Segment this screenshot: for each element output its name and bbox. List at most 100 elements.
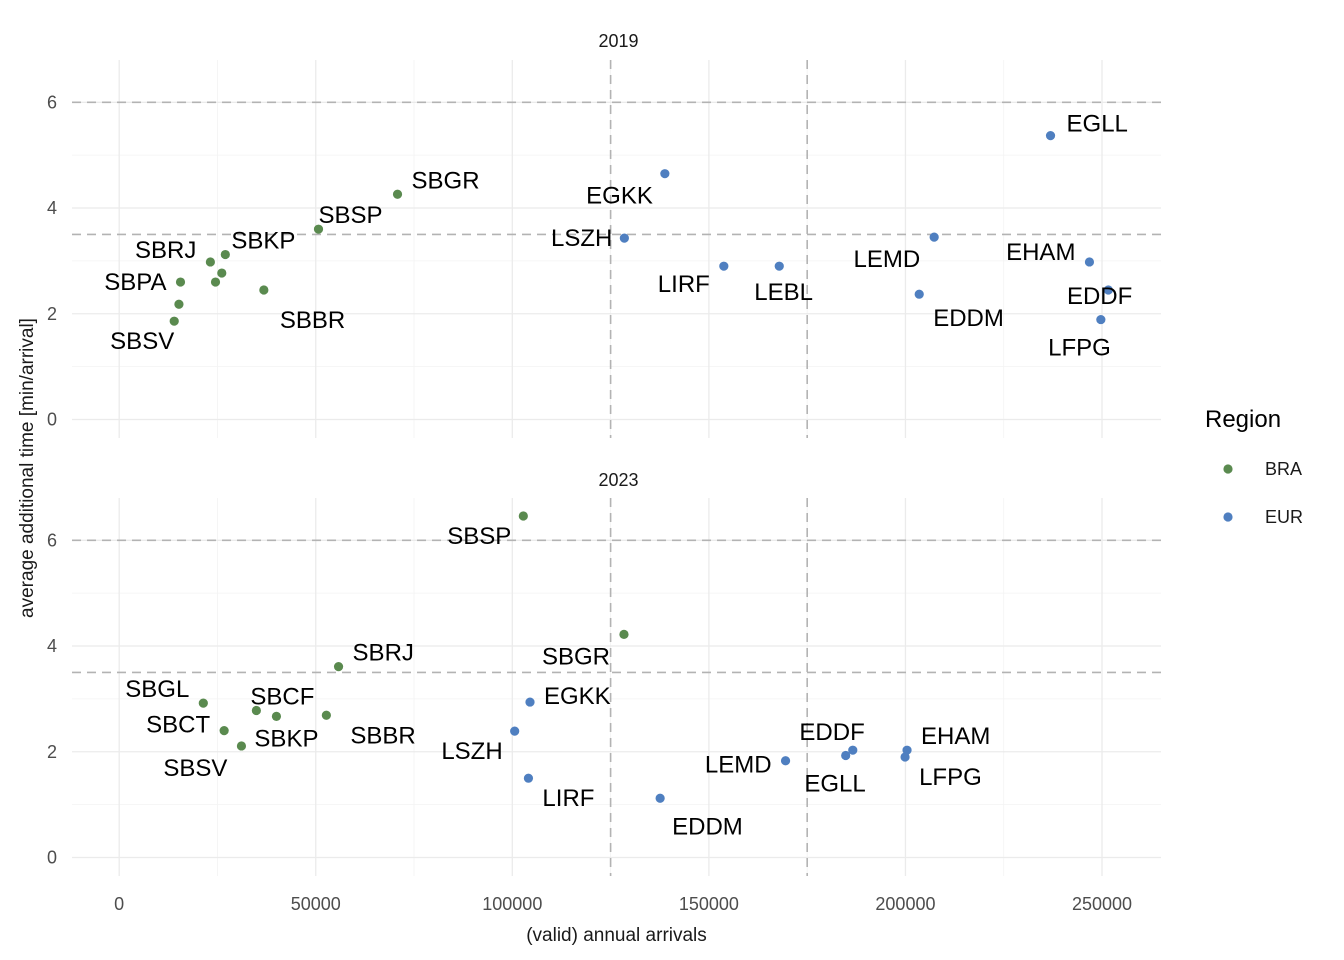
- facet-2023: 2023 0 2 4 6 SBGL SBCT SBSV SBCF SBKP SBBR SBRJ SBSP…: [47, 470, 1161, 876]
- data-point-BRA: [271, 711, 282, 721]
- point-label: LFPG: [1048, 335, 1111, 362]
- legend-key-EUR: [1223, 512, 1233, 522]
- y-tick-label: 0: [47, 409, 57, 429]
- point-label: LEMD: [853, 246, 920, 273]
- facet-title: 2019: [598, 31, 638, 51]
- x-tick-label: 200000: [875, 894, 935, 914]
- data-point-BRA: [175, 277, 186, 287]
- data-point-BRA: [217, 268, 227, 278]
- point-label: SBBR: [350, 722, 415, 749]
- x-axis-title: (valid) annual arrivals: [526, 925, 707, 946]
- point-label: LEBL: [754, 279, 813, 306]
- point-label: SBPA: [104, 269, 166, 296]
- point-label: EGKK: [586, 183, 653, 210]
- point-label: SBSV: [163, 755, 227, 782]
- data-point-EUR: [1103, 285, 1113, 295]
- y-tick-label: 2: [47, 304, 57, 324]
- facet-2019: 2019 0 2 4 6 SBSV SBPA SBRJ SBKP SBBR SBSP SBGR LSZH…: [47, 31, 1161, 438]
- data-point-BRA: [219, 726, 229, 736]
- y-tick-label: 4: [47, 198, 57, 218]
- data-point-BRA: [313, 224, 324, 234]
- x-tick-label: 250000: [1072, 894, 1132, 914]
- y-tick-label: 2: [47, 742, 57, 762]
- point-label: SBGR: [542, 643, 610, 670]
- data-point-BRA: [198, 698, 208, 708]
- point-label: SBSP: [447, 523, 511, 550]
- point-label: SBCT: [146, 712, 210, 739]
- data-point-BRA: [174, 299, 184, 309]
- data-point-BRA: [251, 705, 261, 716]
- data-point-BRA: [169, 316, 179, 326]
- point-label: EDDF: [799, 719, 864, 746]
- data-point-EUR: [510, 726, 520, 736]
- point-label: LEMD: [705, 752, 772, 779]
- x-axis: 0 50000 100000 150000 200000 250000: [114, 894, 1132, 914]
- point-label: SBGL: [125, 676, 189, 703]
- point-label: SBRJ: [353, 640, 414, 667]
- point-label: EHAM: [921, 723, 990, 750]
- x-tick-label: 50000: [291, 894, 341, 914]
- data-point-BRA: [210, 277, 221, 287]
- data-point-EUR: [848, 745, 858, 755]
- point-label: EDDM: [672, 813, 743, 840]
- legend-title: Region: [1205, 406, 1281, 433]
- data-point-BRA: [205, 257, 215, 267]
- data-point-EUR: [914, 289, 924, 299]
- y-axis-title: average additional time [min/arrival]: [17, 318, 38, 618]
- point-label: LFPG: [919, 764, 982, 791]
- data-point-BRA: [220, 249, 230, 260]
- y-tick-label: 4: [47, 636, 57, 656]
- y-tick-label: 0: [47, 847, 57, 867]
- legend-key-BRA: [1223, 464, 1233, 474]
- point-label: SBBR: [280, 307, 345, 334]
- data-point-EUR: [660, 169, 670, 179]
- point-label: SBGR: [412, 167, 480, 194]
- point-label: LIRF: [658, 271, 710, 298]
- data-point-EUR: [774, 261, 784, 271]
- point-label: EGLL: [1067, 111, 1128, 138]
- point-label: EDDF: [1067, 283, 1132, 310]
- y-tick-label: 6: [47, 530, 57, 550]
- data-point-EUR: [1096, 314, 1106, 325]
- data-point-EUR: [929, 232, 939, 242]
- point-label: SBCF: [250, 684, 314, 711]
- point-label: EDDM: [933, 305, 1004, 332]
- point-label: LSZH: [551, 225, 612, 252]
- data-point-BRA: [333, 662, 344, 672]
- data-point-EUR: [841, 750, 851, 761]
- point-label: EGKK: [544, 683, 611, 710]
- legend: Region BRA EUR: [1205, 406, 1303, 527]
- data-point-BRA: [392, 189, 403, 199]
- data-point-BRA: [321, 710, 331, 720]
- point-label: SBKP: [231, 228, 295, 255]
- point-label: SBSV: [110, 328, 174, 355]
- x-tick-label: 0: [114, 894, 124, 914]
- data-point-BRA: [236, 741, 247, 751]
- point-label: SBKP: [254, 725, 318, 752]
- point-label: SBSP: [318, 202, 382, 229]
- x-tick-label: 100000: [482, 894, 542, 914]
- data-point-BRA: [259, 285, 269, 295]
- data-point-EUR: [523, 773, 534, 783]
- point-label: LSZH: [441, 738, 502, 765]
- data-point-EUR: [780, 756, 791, 766]
- data-point-EUR: [619, 233, 629, 243]
- data-point-BRA: [518, 511, 528, 521]
- facet-title: 2023: [598, 470, 638, 490]
- point-label: EGLL: [804, 770, 865, 797]
- y-tick-label: 6: [47, 92, 57, 112]
- data-point-EUR: [902, 745, 912, 755]
- data-point-BRA: [619, 629, 629, 639]
- data-point-EUR: [1084, 257, 1095, 267]
- data-point-EUR: [525, 697, 535, 707]
- data-point-EUR: [655, 793, 665, 803]
- legend-label: EUR: [1265, 507, 1303, 527]
- data-point-EUR: [719, 261, 729, 271]
- facet-panels: 2019 0 2 4 6 SBSV SBPA SBRJ SBKP SBBR SBSP SBGR LSZH…: [47, 31, 1161, 876]
- x-tick-label: 150000: [679, 894, 739, 914]
- point-label: SBRJ: [135, 237, 196, 264]
- legend-label: BRA: [1265, 459, 1302, 479]
- data-point-EUR: [1045, 131, 1056, 141]
- point-label: EHAM: [1006, 239, 1075, 266]
